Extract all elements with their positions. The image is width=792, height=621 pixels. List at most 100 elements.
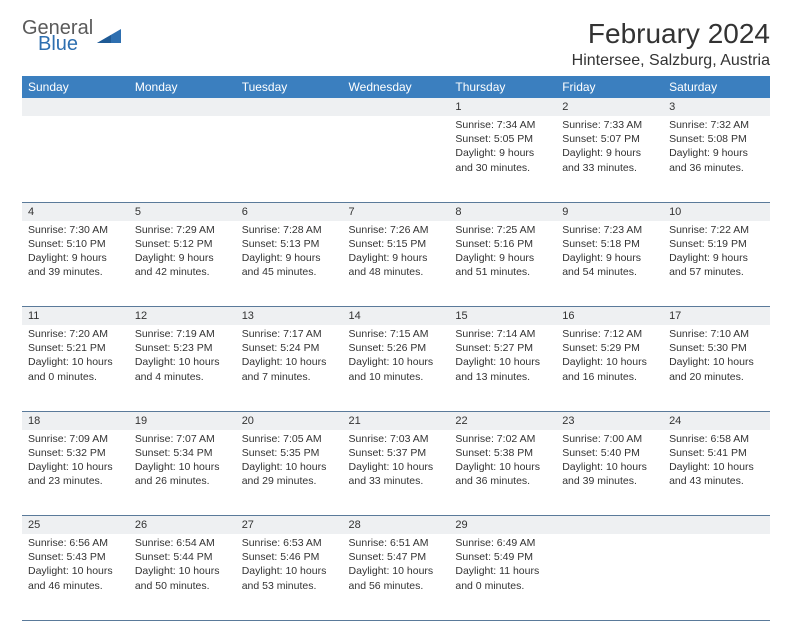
sunrise-text: Sunrise: 7:09 AM (28, 432, 123, 446)
day-number-cell: 1 (449, 98, 556, 116)
day-number-row: 18192021222324 (22, 411, 770, 430)
sunset-text: Sunset: 5:07 PM (562, 132, 657, 146)
empty-daynum-cell (129, 98, 236, 116)
weekday-header: Wednesday (343, 76, 450, 98)
day-cell-content: Sunrise: 7:00 AMSunset: 5:40 PMDaylight:… (556, 430, 663, 493)
daylight-text: Daylight: 9 hours and 30 minutes. (455, 146, 550, 174)
day-cell-content: Sunrise: 7:20 AMSunset: 5:21 PMDaylight:… (22, 325, 129, 388)
sunrise-text: Sunrise: 7:15 AM (349, 327, 444, 341)
day-cell: Sunrise: 7:15 AMSunset: 5:26 PMDaylight:… (343, 325, 450, 411)
sunset-text: Sunset: 5:46 PM (242, 550, 337, 564)
day-number-cell: 23 (556, 411, 663, 430)
day-cell: Sunrise: 6:53 AMSunset: 5:46 PMDaylight:… (236, 534, 343, 620)
day-number-row: 45678910 (22, 202, 770, 221)
sunset-text: Sunset: 5:40 PM (562, 446, 657, 460)
day-cell: Sunrise: 7:20 AMSunset: 5:21 PMDaylight:… (22, 325, 129, 411)
day-cell: Sunrise: 7:05 AMSunset: 5:35 PMDaylight:… (236, 430, 343, 516)
sunrise-text: Sunrise: 7:17 AM (242, 327, 337, 341)
empty-daynum-cell (556, 516, 663, 535)
day-number-cell: 9 (556, 202, 663, 221)
day-content-row: Sunrise: 6:56 AMSunset: 5:43 PMDaylight:… (22, 534, 770, 620)
day-cell: Sunrise: 6:51 AMSunset: 5:47 PMDaylight:… (343, 534, 450, 620)
daylight-text: Daylight: 10 hours and 50 minutes. (135, 564, 230, 592)
day-cell-content: Sunrise: 6:56 AMSunset: 5:43 PMDaylight:… (22, 534, 129, 597)
daylight-text: Daylight: 10 hours and 20 minutes. (669, 355, 764, 383)
day-cell: Sunrise: 7:10 AMSunset: 5:30 PMDaylight:… (663, 325, 770, 411)
sunrise-text: Sunrise: 7:33 AM (562, 118, 657, 132)
sunset-text: Sunset: 5:19 PM (669, 237, 764, 251)
day-cell-content: Sunrise: 7:28 AMSunset: 5:13 PMDaylight:… (236, 221, 343, 284)
day-number-cell: 16 (556, 307, 663, 326)
day-cell: Sunrise: 6:49 AMSunset: 5:49 PMDaylight:… (449, 534, 556, 620)
day-number-cell: 27 (236, 516, 343, 535)
location-label: Hintersee, Salzburg, Austria (572, 52, 770, 70)
empty-daynum-cell (343, 98, 450, 116)
sunset-text: Sunset: 5:38 PM (455, 446, 550, 460)
daylight-text: Daylight: 10 hours and 10 minutes. (349, 355, 444, 383)
day-number-cell: 12 (129, 307, 236, 326)
day-number-cell: 13 (236, 307, 343, 326)
day-cell: Sunrise: 7:22 AMSunset: 5:19 PMDaylight:… (663, 221, 770, 307)
sunrise-text: Sunrise: 6:56 AM (28, 536, 123, 550)
daylight-text: Daylight: 10 hours and 16 minutes. (562, 355, 657, 383)
empty-daynum-cell (22, 98, 129, 116)
weekday-header: Tuesday (236, 76, 343, 98)
weekday-header-row: SundayMondayTuesdayWednesdayThursdayFrid… (22, 76, 770, 98)
daylight-text: Daylight: 10 hours and 23 minutes. (28, 460, 123, 488)
day-cell: Sunrise: 6:54 AMSunset: 5:44 PMDaylight:… (129, 534, 236, 620)
sunset-text: Sunset: 5:41 PM (669, 446, 764, 460)
day-number-cell: 20 (236, 411, 343, 430)
daylight-text: Daylight: 9 hours and 51 minutes. (455, 251, 550, 279)
sunrise-text: Sunrise: 7:20 AM (28, 327, 123, 341)
day-cell: Sunrise: 6:58 AMSunset: 5:41 PMDaylight:… (663, 430, 770, 516)
day-number-row: 123 (22, 98, 770, 116)
empty-cell (343, 116, 450, 202)
day-cell: Sunrise: 7:29 AMSunset: 5:12 PMDaylight:… (129, 221, 236, 307)
day-cell-content: Sunrise: 7:17 AMSunset: 5:24 PMDaylight:… (236, 325, 343, 388)
daylight-text: Daylight: 10 hours and 13 minutes. (455, 355, 550, 383)
sunrise-text: Sunrise: 6:53 AM (242, 536, 337, 550)
day-number-cell: 14 (343, 307, 450, 326)
sunrise-text: Sunrise: 6:49 AM (455, 536, 550, 550)
day-cell-content: Sunrise: 7:10 AMSunset: 5:30 PMDaylight:… (663, 325, 770, 388)
day-cell: Sunrise: 7:19 AMSunset: 5:23 PMDaylight:… (129, 325, 236, 411)
month-title: February 2024 (572, 18, 770, 50)
day-cell-content: Sunrise: 6:58 AMSunset: 5:41 PMDaylight:… (663, 430, 770, 493)
day-cell-content: Sunrise: 7:25 AMSunset: 5:16 PMDaylight:… (449, 221, 556, 284)
sunset-text: Sunset: 5:30 PM (669, 341, 764, 355)
day-cell-content: Sunrise: 7:07 AMSunset: 5:34 PMDaylight:… (129, 430, 236, 493)
sunset-text: Sunset: 5:27 PM (455, 341, 550, 355)
sunrise-text: Sunrise: 6:54 AM (135, 536, 230, 550)
day-cell-content: Sunrise: 7:19 AMSunset: 5:23 PMDaylight:… (129, 325, 236, 388)
day-cell: Sunrise: 7:00 AMSunset: 5:40 PMDaylight:… (556, 430, 663, 516)
sunset-text: Sunset: 5:49 PM (455, 550, 550, 564)
sunset-text: Sunset: 5:15 PM (349, 237, 444, 251)
sunset-text: Sunset: 5:44 PM (135, 550, 230, 564)
day-cell: Sunrise: 7:07 AMSunset: 5:34 PMDaylight:… (129, 430, 236, 516)
sunrise-text: Sunrise: 7:26 AM (349, 223, 444, 237)
day-number-row: 2526272829 (22, 516, 770, 535)
sunrise-text: Sunrise: 7:25 AM (455, 223, 550, 237)
day-cell: Sunrise: 7:23 AMSunset: 5:18 PMDaylight:… (556, 221, 663, 307)
sunrise-text: Sunrise: 7:00 AM (562, 432, 657, 446)
daylight-text: Daylight: 9 hours and 33 minutes. (562, 146, 657, 174)
sunrise-text: Sunrise: 7:30 AM (28, 223, 123, 237)
sunset-text: Sunset: 5:26 PM (349, 341, 444, 355)
empty-cell (236, 116, 343, 202)
sunrise-text: Sunrise: 7:12 AM (562, 327, 657, 341)
sunrise-text: Sunrise: 6:58 AM (669, 432, 764, 446)
sunset-text: Sunset: 5:35 PM (242, 446, 337, 460)
sunrise-text: Sunrise: 7:22 AM (669, 223, 764, 237)
sunrise-text: Sunrise: 7:34 AM (455, 118, 550, 132)
day-cell-content: Sunrise: 7:29 AMSunset: 5:12 PMDaylight:… (129, 221, 236, 284)
day-cell: Sunrise: 7:17 AMSunset: 5:24 PMDaylight:… (236, 325, 343, 411)
day-content-row: Sunrise: 7:30 AMSunset: 5:10 PMDaylight:… (22, 221, 770, 307)
day-number-cell: 2 (556, 98, 663, 116)
sunrise-text: Sunrise: 7:19 AM (135, 327, 230, 341)
day-cell-content: Sunrise: 7:32 AMSunset: 5:08 PMDaylight:… (663, 116, 770, 179)
sunrise-text: Sunrise: 7:05 AM (242, 432, 337, 446)
header-row: General Blue February 2024 Hintersee, Sa… (22, 18, 770, 70)
daylight-text: Daylight: 11 hours and 0 minutes. (455, 564, 550, 592)
daylight-text: Daylight: 10 hours and 36 minutes. (455, 460, 550, 488)
calendar-page: General Blue February 2024 Hintersee, Sa… (0, 0, 792, 621)
